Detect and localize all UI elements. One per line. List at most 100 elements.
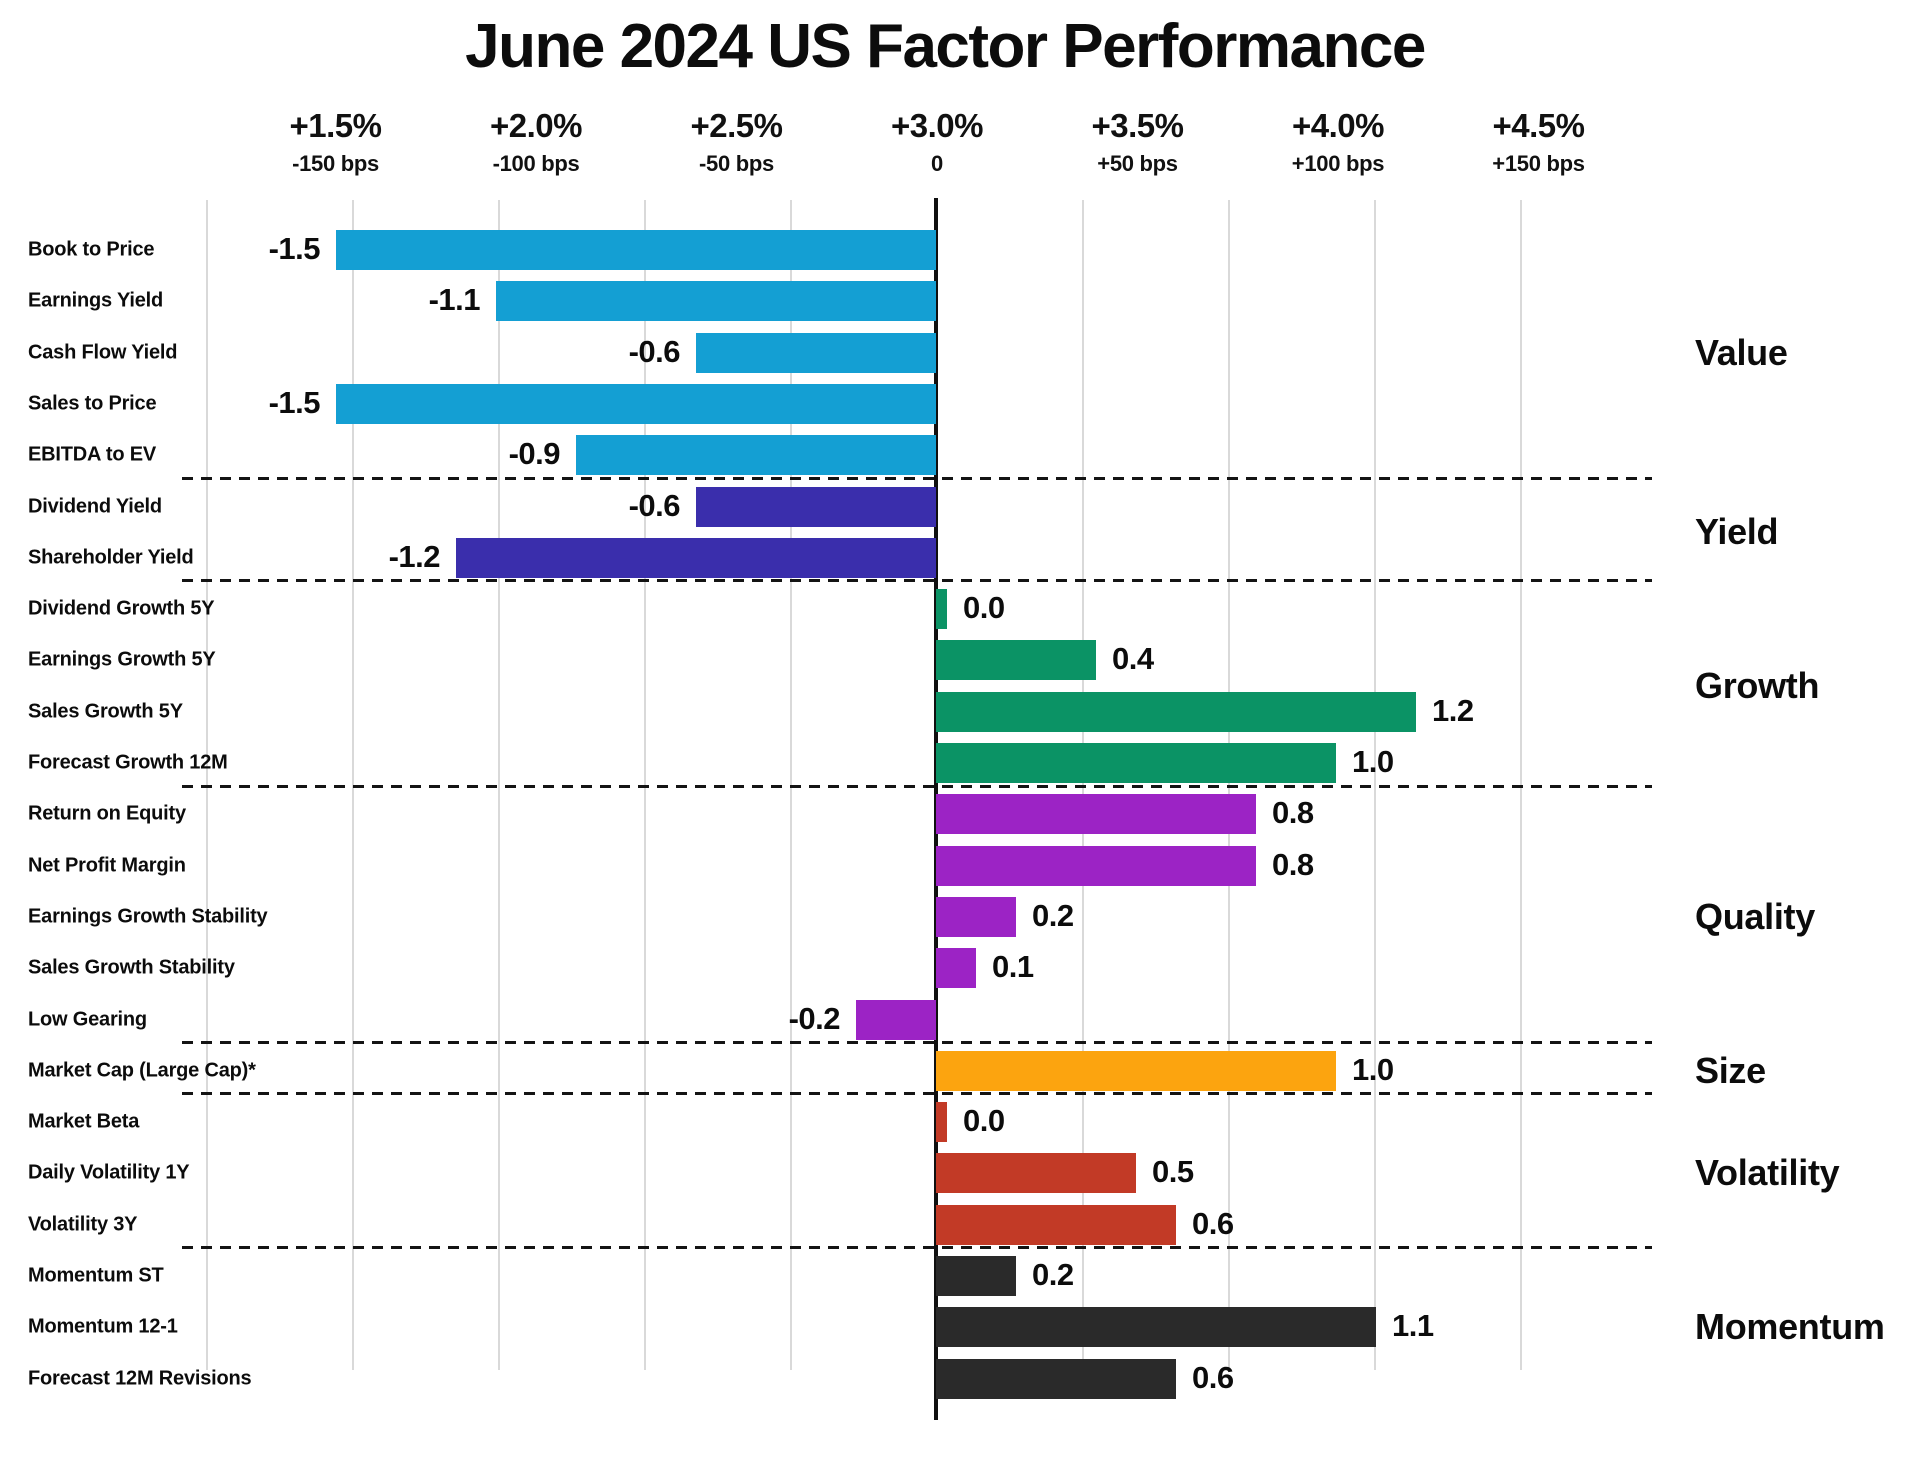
axis-tick-percent-label: +3.5% <box>1091 107 1185 144</box>
axis-tick-percent-label: +2.5% <box>690 107 784 144</box>
axis-tick: +2.0% -100 bps <box>406 108 666 177</box>
factor-label: EBITDA to EV <box>28 443 156 466</box>
factor-label: Shareholder Yield <box>28 546 194 569</box>
value-label: 0.6 <box>1192 1205 1234 1241</box>
factor-label: Forecast 12M Revisions <box>28 1367 252 1390</box>
value-label: 1.2 <box>1432 692 1474 728</box>
factor-bar <box>936 589 947 630</box>
factor-label: Sales to Price <box>28 392 157 415</box>
factor-label: Daily Volatility 1Y <box>28 1161 190 1184</box>
axis-tick-percent-label: +4.0% <box>1292 107 1385 144</box>
group-separator-line <box>182 476 1652 480</box>
factor-label: Momentum ST <box>28 1264 164 1287</box>
value-label: -0.6 <box>628 333 681 369</box>
factor-label: Forecast Growth 12M <box>28 751 228 774</box>
factor-bar <box>936 896 1016 937</box>
factor-bar <box>456 537 936 578</box>
factor-label: Dividend Growth 5Y <box>28 597 215 620</box>
factor-bar <box>936 1307 1376 1348</box>
factor-label: Market Cap (Large Cap)* <box>28 1059 256 1082</box>
factor-bar <box>936 743 1336 783</box>
factor-label: Sales Growth 5Y <box>28 700 183 723</box>
factor-bar <box>576 435 936 476</box>
axis-tick: +3.0% 0 <box>807 108 1067 177</box>
factor-bar <box>936 1204 1176 1245</box>
factor-label: Net Profit Margin <box>28 854 186 877</box>
factor-label: Cash Flow Yield <box>28 341 178 364</box>
axis-tick-percent-label: +4.5% <box>1492 107 1586 144</box>
group-label: Value <box>1695 331 1788 373</box>
factor-label: Low Gearing <box>28 1008 147 1030</box>
value-label: -0.6 <box>628 487 681 523</box>
factor-label: Earnings Growth Stability <box>28 905 268 928</box>
factor-bar <box>696 486 936 527</box>
value-label: 0.0 <box>963 1103 1005 1139</box>
chart-title: June 2024 US Factor Performance <box>465 12 1426 81</box>
axis-tick: +4.0% +100 bps <box>1208 108 1468 177</box>
value-label: -1.1 <box>428 282 481 318</box>
factor-label: Return on Equity <box>28 802 186 825</box>
group-separator-line <box>182 579 1652 583</box>
value-label: 0.1 <box>992 949 1034 985</box>
group-label: Volatility <box>1695 1152 1840 1194</box>
value-label: -1.5 <box>268 231 321 266</box>
value-label: 0.4 <box>1112 641 1154 677</box>
value-label: 1.0 <box>1352 1051 1394 1087</box>
group-label: Quality <box>1695 895 1815 937</box>
axis-tick: +4.5% +150 bps <box>1409 108 1669 177</box>
value-label: 0.5 <box>1152 1154 1194 1190</box>
axis-tick: +1.5% -150 bps <box>206 108 466 177</box>
factor-bar <box>936 1153 1136 1194</box>
factor-label: Momentum 12-1 <box>28 1315 178 1338</box>
value-label: 1.0 <box>1352 744 1394 779</box>
value-label: 0.8 <box>1272 846 1314 882</box>
factor-bar <box>936 1358 1176 1399</box>
factor-bar <box>856 999 936 1040</box>
factor-bar <box>936 948 976 989</box>
value-label: -0.9 <box>508 436 561 472</box>
group-label: Growth <box>1695 665 1820 707</box>
group-separator-line <box>182 1092 1652 1096</box>
factor-bar <box>936 794 1256 835</box>
axis-tick-bps-label: -50 bps <box>699 151 774 176</box>
value-label: 1.1 <box>1392 1308 1434 1344</box>
value-label: 0.2 <box>1032 1257 1074 1292</box>
factor-label: Earnings Yield <box>28 289 164 312</box>
value-label: -1.2 <box>388 538 441 574</box>
group-label: Yield <box>1695 511 1779 553</box>
axis-tick-percent-label: +1.5% <box>289 107 383 144</box>
group-separator-line <box>182 1041 1652 1044</box>
factor-bar <box>336 383 936 424</box>
axis-tick-percent-label: +3.0% <box>891 107 984 144</box>
value-label: 0.0 <box>963 590 1005 626</box>
factor-bar <box>936 691 1416 732</box>
factor-bar <box>936 1102 947 1143</box>
value-label: -0.2 <box>788 1000 841 1036</box>
factor-bar <box>696 332 936 373</box>
value-label: 0.8 <box>1272 795 1314 831</box>
factor-label: Market Beta <box>28 1110 140 1133</box>
axis-tick-bps-label: +100 bps <box>1291 151 1385 176</box>
value-label: 0.6 <box>1192 1359 1234 1395</box>
factor-label: Sales Growth Stability <box>28 956 235 979</box>
value-label: 0.2 <box>1032 897 1074 933</box>
group-separator-line <box>182 1246 1652 1250</box>
factor-bar <box>936 1256 1016 1296</box>
axis-tick-percent-label: +2.0% <box>490 107 583 144</box>
axis-tick-bps-label: -100 bps <box>492 151 580 176</box>
factor-label: Book to Price <box>28 238 155 261</box>
factor-label: Dividend Yield <box>28 495 162 517</box>
factor-bar <box>496 281 936 322</box>
factor-bar <box>936 640 1096 681</box>
axis-tick-bps-label: +50 bps <box>1097 151 1178 176</box>
group-label: Size <box>1695 1049 1766 1091</box>
axis-tick-bps-label: -150 bps <box>292 151 379 176</box>
factor-bar <box>336 230 936 270</box>
axis-tick-bps-label: 0 <box>931 151 943 176</box>
axis-tick: +2.5% -50 bps <box>607 108 867 177</box>
factor-label: Volatility 3Y <box>28 1213 138 1236</box>
value-label: -1.5 <box>268 384 321 420</box>
factor-label: Earnings Growth 5Y <box>28 648 216 671</box>
group-label: Momentum <box>1695 1306 1885 1348</box>
